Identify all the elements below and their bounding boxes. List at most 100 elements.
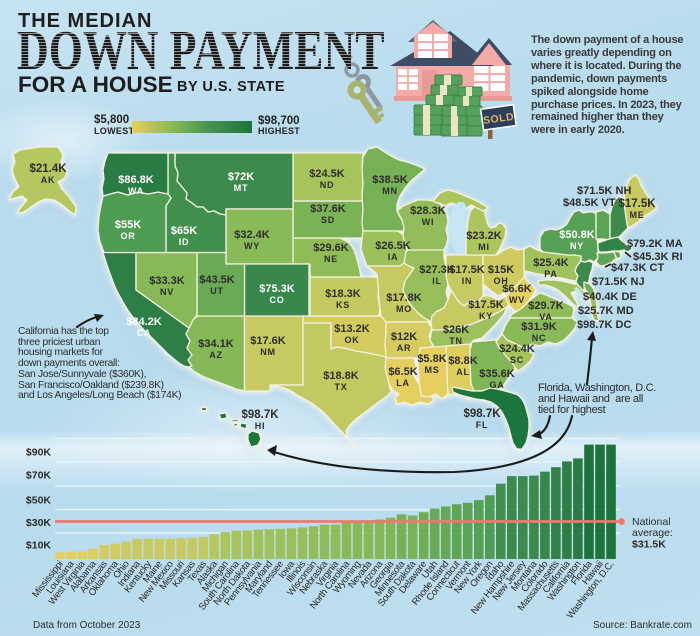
svg-text:KY: KY bbox=[479, 311, 493, 321]
svg-text:$21.4K: $21.4K bbox=[29, 163, 67, 175]
svg-text:$18.8K: $18.8K bbox=[323, 370, 359, 382]
svg-text:$55K: $55K bbox=[115, 219, 141, 231]
svg-text:$17.5K: $17.5K bbox=[449, 264, 485, 276]
svg-text:$15K: $15K bbox=[488, 264, 514, 276]
svg-text:$31.9K: $31.9K bbox=[521, 321, 557, 333]
svg-text:$25.7K MD: $25.7K MD bbox=[578, 305, 634, 317]
svg-text:$10K: $10K bbox=[26, 540, 52, 552]
svg-text:$17.5K: $17.5K bbox=[618, 198, 656, 210]
svg-text:$12K: $12K bbox=[391, 331, 417, 343]
svg-text:$65K: $65K bbox=[171, 225, 197, 237]
svg-text:$29.7K: $29.7K bbox=[528, 300, 564, 312]
svg-text:AK: AK bbox=[41, 175, 56, 185]
svg-text:NV: NV bbox=[160, 287, 174, 297]
svg-text:$48.5K VT: $48.5K VT bbox=[563, 197, 616, 209]
svg-text:IL: IL bbox=[432, 276, 442, 286]
svg-text:WA: WA bbox=[128, 186, 144, 196]
svg-text:$29.6K: $29.6K bbox=[313, 242, 349, 254]
svg-text:$84.2K: $84.2K bbox=[126, 316, 162, 328]
svg-text:$6.5K: $6.5K bbox=[388, 366, 417, 378]
svg-text:$34.1K: $34.1K bbox=[198, 338, 234, 350]
svg-text:WI: WI bbox=[422, 217, 435, 227]
svg-text:$27.3K: $27.3K bbox=[419, 264, 455, 276]
svg-text:$75.3K: $75.3K bbox=[259, 283, 295, 295]
svg-text:$32.4K: $32.4K bbox=[234, 229, 270, 241]
svg-text:$79.2K MA: $79.2K MA bbox=[627, 238, 683, 250]
svg-text:$98.7K DC: $98.7K DC bbox=[577, 319, 631, 331]
svg-text:VA: VA bbox=[539, 312, 552, 322]
svg-text:$28.3K: $28.3K bbox=[410, 205, 446, 217]
svg-text:MN: MN bbox=[382, 186, 398, 196]
svg-text:$86.8K: $86.8K bbox=[118, 174, 154, 186]
svg-text:$70K: $70K bbox=[26, 470, 52, 482]
svg-text:LA: LA bbox=[396, 378, 410, 388]
svg-text:$43.5K: $43.5K bbox=[199, 274, 235, 286]
svg-text:$37.6K: $37.6K bbox=[310, 203, 346, 215]
svg-text:$33.3K: $33.3K bbox=[149, 275, 185, 287]
svg-text:$8.8K: $8.8K bbox=[448, 355, 477, 367]
svg-text:WY: WY bbox=[244, 241, 260, 251]
svg-text:NY: NY bbox=[570, 241, 584, 251]
svg-text:$26K: $26K bbox=[443, 324, 469, 336]
svg-text:FL: FL bbox=[476, 420, 489, 430]
svg-text:AL: AL bbox=[456, 367, 470, 377]
svg-text:$38.5K: $38.5K bbox=[372, 174, 408, 186]
svg-text:OH: OH bbox=[493, 276, 508, 286]
svg-text:CA: CA bbox=[137, 328, 152, 338]
svg-text:MI: MI bbox=[478, 242, 490, 252]
svg-text:$6.6K: $6.6K bbox=[502, 283, 531, 295]
svg-text:$31.5K: $31.5K bbox=[632, 539, 666, 551]
svg-text:$17.6K: $17.6K bbox=[250, 335, 286, 347]
svg-text:GA: GA bbox=[489, 380, 504, 390]
svg-text:WV: WV bbox=[509, 295, 525, 305]
svg-text:$72K: $72K bbox=[228, 171, 254, 183]
svg-text:$98.7K: $98.7K bbox=[463, 408, 501, 420]
svg-text:OR: OR bbox=[120, 231, 135, 241]
svg-text:ID: ID bbox=[179, 237, 190, 247]
svg-text:MT: MT bbox=[234, 183, 249, 193]
svg-text:HI: HI bbox=[255, 421, 266, 431]
svg-text:$35.6K: $35.6K bbox=[479, 368, 515, 380]
svg-text:average:: average: bbox=[632, 527, 673, 539]
svg-text:$45.3K RI: $45.3K RI bbox=[633, 251, 683, 263]
svg-text:ME: ME bbox=[629, 210, 644, 220]
svg-text:$26.5K: $26.5K bbox=[375, 240, 411, 252]
svg-text:$24.5K: $24.5K bbox=[309, 168, 345, 180]
svg-text:SD: SD bbox=[321, 215, 335, 225]
svg-text:$30K: $30K bbox=[26, 517, 52, 529]
svg-text:MS: MS bbox=[424, 365, 439, 375]
svg-text:ND: ND bbox=[320, 180, 335, 190]
svg-text:$71.5K NJ: $71.5K NJ bbox=[592, 276, 645, 288]
svg-text:MO: MO bbox=[396, 304, 412, 314]
svg-text:$71.5K NH: $71.5K NH bbox=[577, 185, 631, 197]
svg-text:$47.3K CT: $47.3K CT bbox=[611, 262, 664, 274]
svg-text:IA: IA bbox=[388, 252, 399, 262]
svg-text:CO: CO bbox=[269, 295, 284, 305]
svg-text:AR: AR bbox=[397, 343, 412, 353]
svg-text:National: National bbox=[632, 516, 671, 528]
svg-text:$13.2K: $13.2K bbox=[334, 323, 370, 335]
svg-text:NE: NE bbox=[324, 254, 338, 264]
svg-text:AZ: AZ bbox=[209, 350, 223, 360]
svg-text:IN: IN bbox=[462, 276, 473, 286]
svg-text:TX: TX bbox=[334, 382, 347, 392]
svg-text:$5.8K: $5.8K bbox=[417, 353, 446, 365]
svg-text:OK: OK bbox=[344, 335, 359, 345]
svg-text:$50.8K: $50.8K bbox=[559, 229, 595, 241]
svg-text:TN: TN bbox=[449, 336, 463, 346]
svg-text:NM: NM bbox=[260, 347, 276, 357]
svg-text:PA: PA bbox=[544, 269, 557, 279]
svg-text:SC: SC bbox=[510, 355, 524, 365]
svg-text:SOLD: SOLD bbox=[482, 111, 515, 127]
svg-text:$17.8K: $17.8K bbox=[386, 292, 422, 304]
svg-text:$98.7K: $98.7K bbox=[241, 409, 279, 421]
svg-text:KS: KS bbox=[336, 300, 350, 310]
svg-text:$90K: $90K bbox=[26, 447, 52, 459]
svg-text:NC: NC bbox=[532, 333, 547, 343]
svg-text:$50K: $50K bbox=[26, 495, 52, 507]
svg-text:$18.3K: $18.3K bbox=[325, 288, 361, 300]
svg-text:$17.5K: $17.5K bbox=[468, 299, 504, 311]
svg-text:UT: UT bbox=[210, 286, 224, 296]
svg-text:$23.2K: $23.2K bbox=[466, 230, 502, 242]
svg-text:$40.4K DE: $40.4K DE bbox=[583, 291, 637, 303]
